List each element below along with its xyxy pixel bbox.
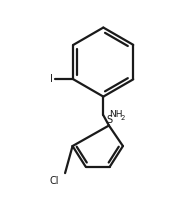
Text: Cl: Cl (49, 176, 59, 186)
Text: NH: NH (109, 110, 122, 119)
Text: S: S (107, 115, 113, 125)
Text: I: I (50, 74, 52, 84)
Text: 2: 2 (121, 114, 125, 121)
